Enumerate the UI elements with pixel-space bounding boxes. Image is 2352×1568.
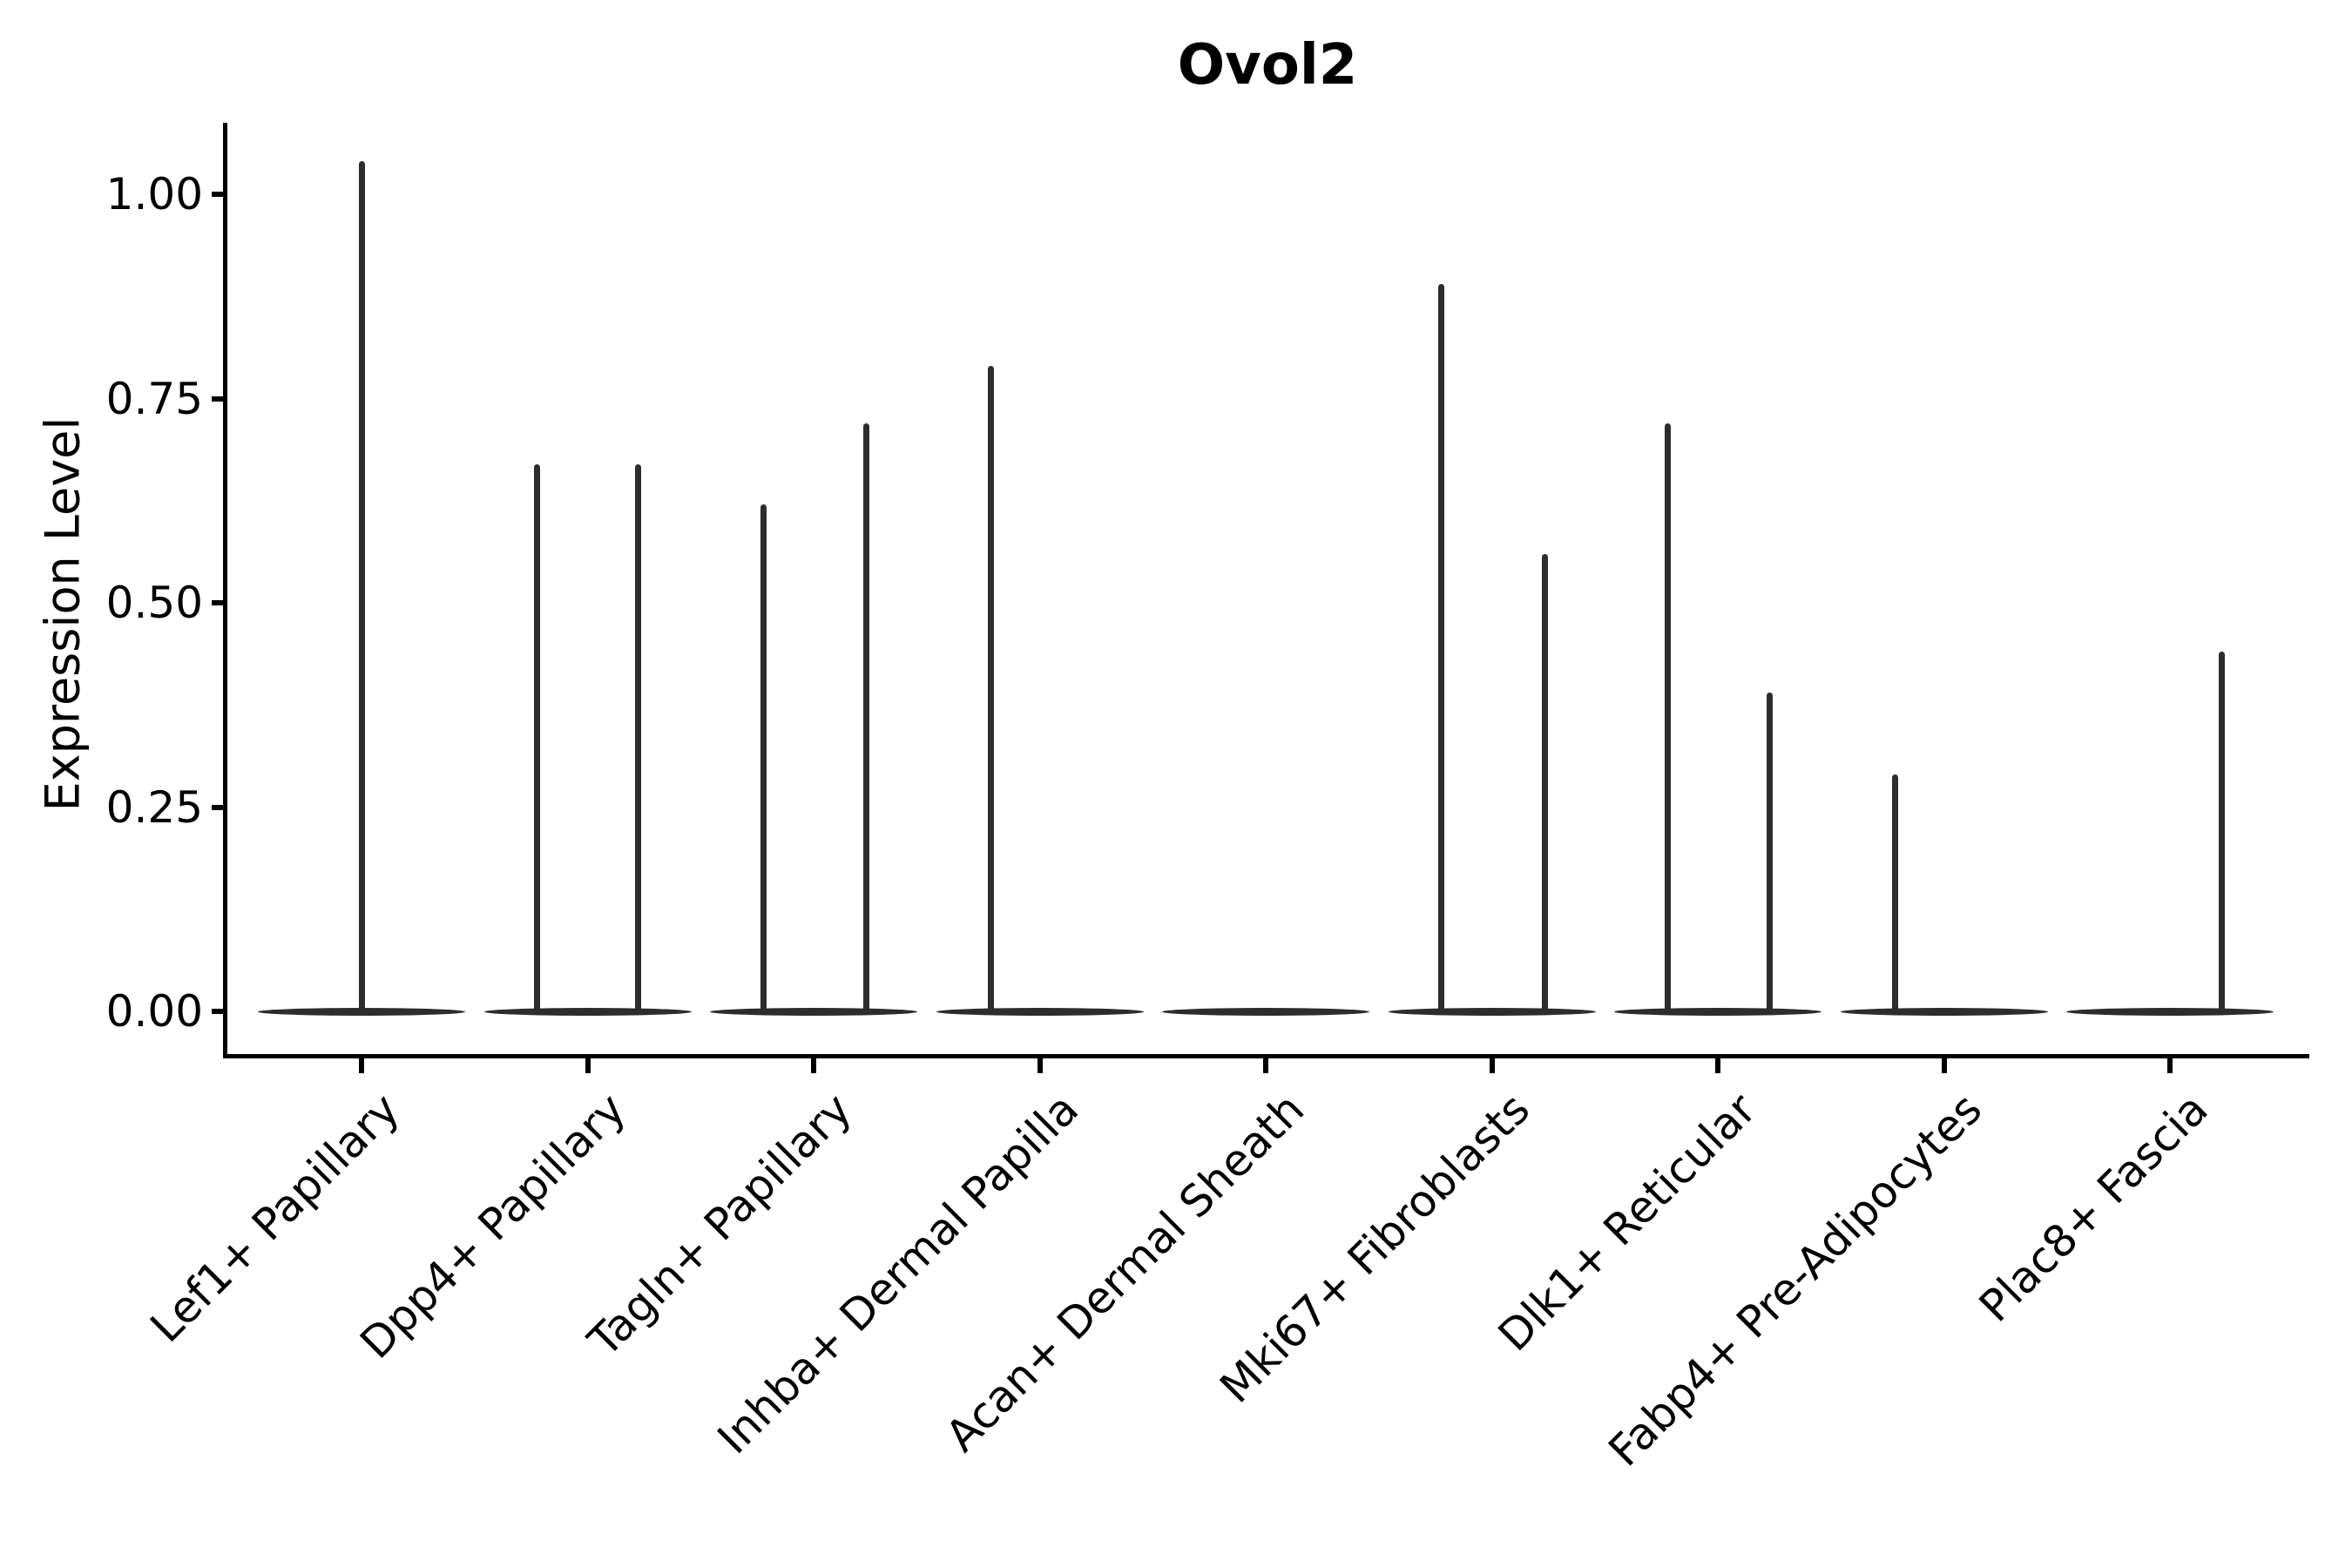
x-tick-label: Plac8+ Fascia — [1970, 1084, 2219, 1332]
violin-body — [936, 1007, 1144, 1016]
x-tick-label: Lef1+ Papillary — [140, 1084, 410, 1353]
violin-body — [2066, 1007, 2274, 1016]
x-tick-mark — [1941, 1058, 1947, 1073]
y-tick-label: 0.75 — [105, 373, 203, 424]
y-tick-label: 0.50 — [105, 578, 203, 628]
violin-body — [1840, 1007, 2048, 1016]
y-tick-label: 0.25 — [105, 781, 203, 833]
y-tick-mark — [212, 192, 225, 197]
x-tick-mark — [585, 1058, 591, 1073]
x-tick-mark — [811, 1058, 816, 1073]
violin-density-spike — [988, 365, 995, 1011]
x-tick-label: Acan+ Dermal Sheath — [936, 1084, 1315, 1462]
violin-density-spike — [358, 161, 365, 1011]
x-tick-mark — [1263, 1058, 1268, 1073]
violin-body — [1614, 1007, 1821, 1016]
violin-density-spike — [863, 422, 870, 1011]
violin-density-spike — [760, 504, 767, 1011]
y-axis-line — [223, 123, 227, 1058]
violin-density-spike — [1665, 422, 1672, 1011]
violin-density-spike — [1437, 284, 1444, 1011]
chart-title: Ovol2 — [1177, 33, 1358, 98]
violin-body — [258, 1007, 465, 1016]
y-tick-mark — [212, 1009, 225, 1014]
y-tick-mark — [212, 395, 225, 402]
violin-body — [1162, 1007, 1369, 1016]
x-axis-line — [223, 1054, 2309, 1058]
y-tick-mark — [212, 804, 225, 810]
violin-density-spike — [2219, 652, 2226, 1011]
x-tick-mark — [1715, 1058, 1720, 1073]
violin-density-spike — [533, 463, 540, 1011]
x-tick-mark — [359, 1058, 364, 1073]
x-tick-mark — [1489, 1058, 1495, 1073]
y-tick-label: 0.00 — [105, 986, 203, 1037]
violin-density-spike — [635, 463, 642, 1011]
violin-density-spike — [1767, 693, 1774, 1011]
violin-body — [1388, 1007, 1596, 1016]
y-tick-mark — [212, 600, 225, 605]
violin-body — [710, 1007, 917, 1016]
violin-density-spike — [1892, 774, 1899, 1011]
violin-density-spike — [1541, 553, 1548, 1011]
y-tick-label: 1.00 — [105, 169, 203, 220]
x-tick-label: Inhba+ Dermal Papilla — [707, 1084, 1088, 1464]
x-tick-mark — [2167, 1058, 2173, 1073]
violin-body — [483, 1007, 692, 1016]
x-tick-label: Fabp4+ Pre-Adipocytes — [1599, 1084, 1992, 1477]
x-tick-mark — [1037, 1058, 1043, 1073]
